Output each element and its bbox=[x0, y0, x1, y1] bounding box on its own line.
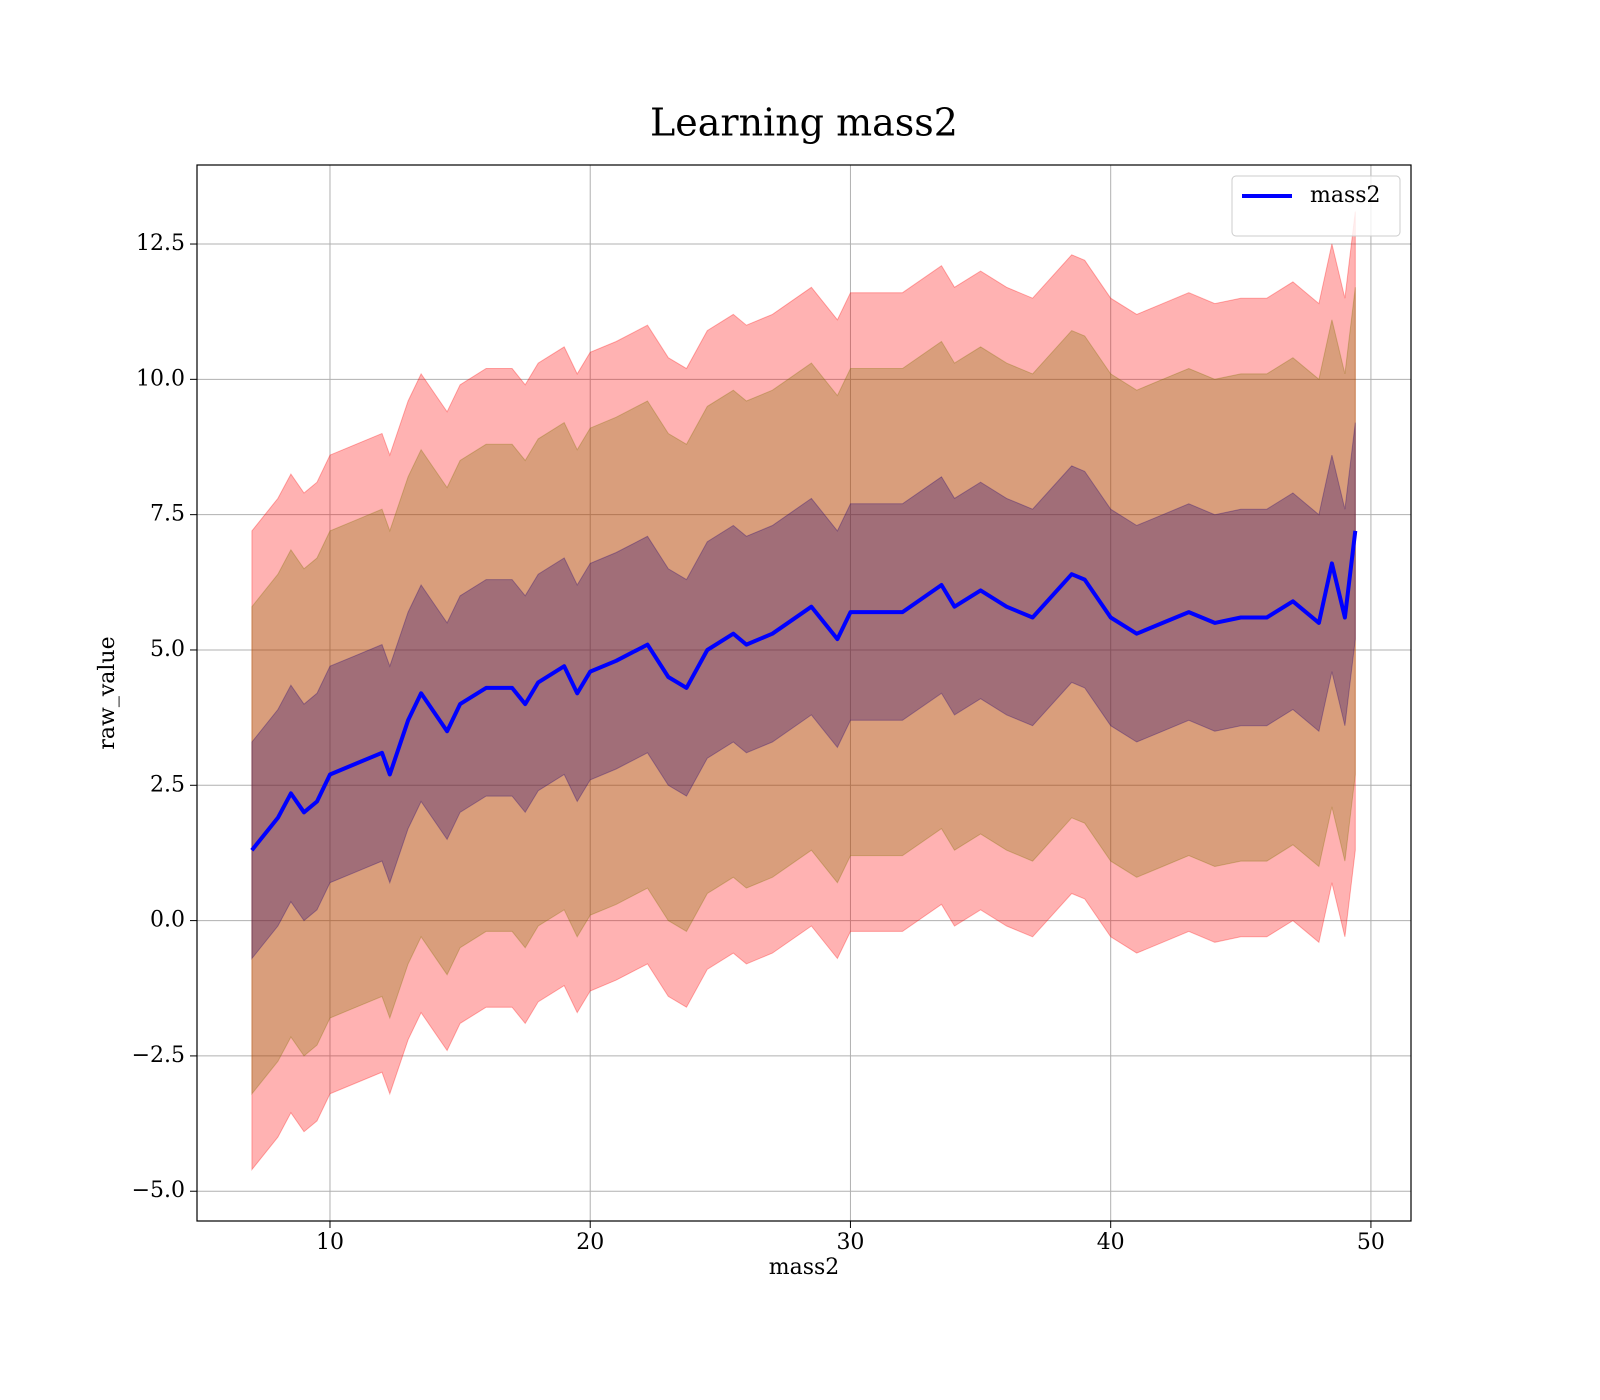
y-tick-label: −5.0 bbox=[132, 1178, 185, 1203]
band bbox=[251, 287, 1356, 1096]
plot-frame bbox=[196, 164, 1412, 1222]
y-tick-label: 5.0 bbox=[150, 637, 185, 662]
chart-title: Learning mass2 bbox=[650, 101, 958, 145]
x-tick-label: 20 bbox=[576, 1230, 604, 1255]
y-tick-label: 2.5 bbox=[150, 772, 185, 797]
line bbox=[250, 530, 1358, 852]
x-tick-label: 10 bbox=[316, 1230, 344, 1255]
y-tick-label: 12.5 bbox=[136, 231, 185, 256]
y-tick-label: 7.5 bbox=[150, 502, 185, 527]
x-tick-label: 30 bbox=[836, 1230, 864, 1255]
y-tick-label: −2.5 bbox=[132, 1043, 185, 1068]
band bbox=[251, 422, 1356, 960]
legend-box bbox=[1231, 175, 1401, 237]
band bbox=[251, 211, 1356, 1172]
legend-label: mass2 bbox=[1310, 183, 1381, 208]
y-axis-label: raw_value bbox=[95, 636, 120, 749]
x-axis-label: mass2 bbox=[769, 1255, 840, 1280]
y-tick-label: 0.0 bbox=[150, 908, 185, 933]
y-tick-label: 10.0 bbox=[136, 366, 185, 391]
x-tick-label: 40 bbox=[1097, 1230, 1125, 1255]
x-tick-label: 50 bbox=[1357, 1230, 1385, 1255]
